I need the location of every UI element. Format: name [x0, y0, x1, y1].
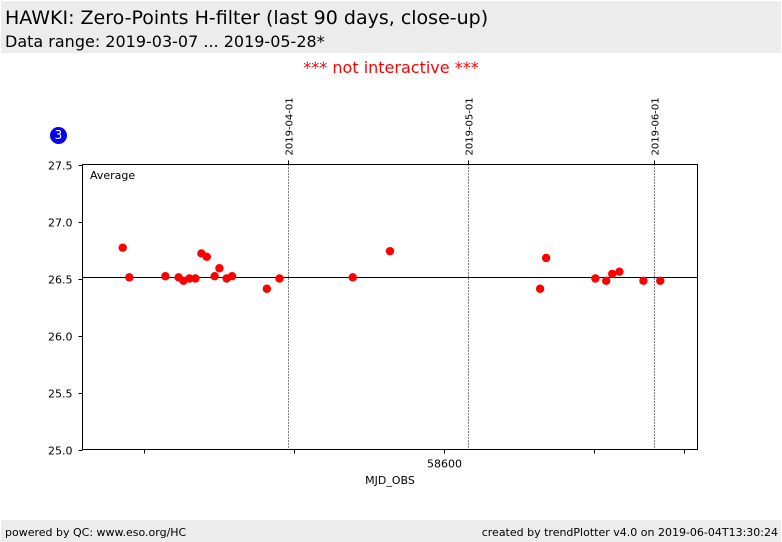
data-point — [535, 284, 545, 293]
not-interactive-notice: *** not interactive *** — [303, 58, 479, 77]
data-point — [385, 246, 395, 256]
data-point — [227, 272, 237, 281]
x-axis-label: MJD_OBS — [365, 474, 415, 487]
footer-powered-by: powered by QC: www.eso.org/HC — [5, 526, 187, 539]
data-point — [348, 273, 357, 282]
data-point — [191, 274, 200, 283]
page-title: HAWKI: Zero-Points H-filter (last 90 day… — [5, 7, 489, 29]
data-point — [541, 253, 551, 263]
y-tick-label: 25.5 — [48, 388, 73, 401]
y-tick-label: 25.0 — [48, 445, 73, 458]
y-axis: 25.0 25.5 26.0 26.5 27.0 27.5 — [48, 160, 83, 458]
data-point — [656, 276, 665, 285]
data-point — [615, 267, 624, 276]
y-tick-label: 27.0 — [48, 217, 73, 230]
y-tick-label: 26.0 — [48, 331, 73, 344]
date-marker-label: 2019-04-01 — [285, 97, 296, 155]
data-point — [215, 264, 224, 273]
info-badge[interactable]: 3 — [50, 127, 67, 144]
data-point — [202, 252, 212, 262]
footer-bar: powered by QC: www.eso.org/HC created by… — [1, 520, 781, 542]
x-axis: 58600 — [144, 449, 685, 471]
data-point — [591, 274, 600, 283]
data-point — [118, 243, 127, 252]
data-point — [125, 273, 134, 282]
plot-frame — [82, 164, 698, 450]
data-point — [185, 274, 194, 283]
data-point — [275, 274, 284, 283]
date-marker-label: 2019-05-01 — [465, 97, 476, 155]
data-point — [608, 269, 617, 279]
data-points — [118, 243, 665, 293]
y-tick-label: 27.5 — [48, 160, 73, 173]
data-point — [262, 284, 272, 293]
data-point — [161, 272, 170, 281]
average-annotation: Average — [90, 169, 135, 182]
x-tick-label: 58600 — [427, 458, 462, 471]
data-point — [602, 276, 611, 285]
data-range-subtitle: Data range: 2019-03-07 ... 2019-05-28* — [5, 32, 325, 51]
footer-created-by: created by trendPlotter v4.0 on 2019-06-… — [481, 526, 778, 539]
data-point — [639, 276, 648, 285]
header-bar: HAWKI: Zero-Points H-filter (last 90 day… — [1, 1, 781, 53]
date-marker-label: 2019-06-01 — [651, 97, 662, 155]
data-point — [210, 272, 219, 281]
y-tick-label: 26.5 — [48, 274, 73, 287]
date-markers: 2019-04-01 2019-05-01 2019-06-01 — [285, 97, 662, 450]
